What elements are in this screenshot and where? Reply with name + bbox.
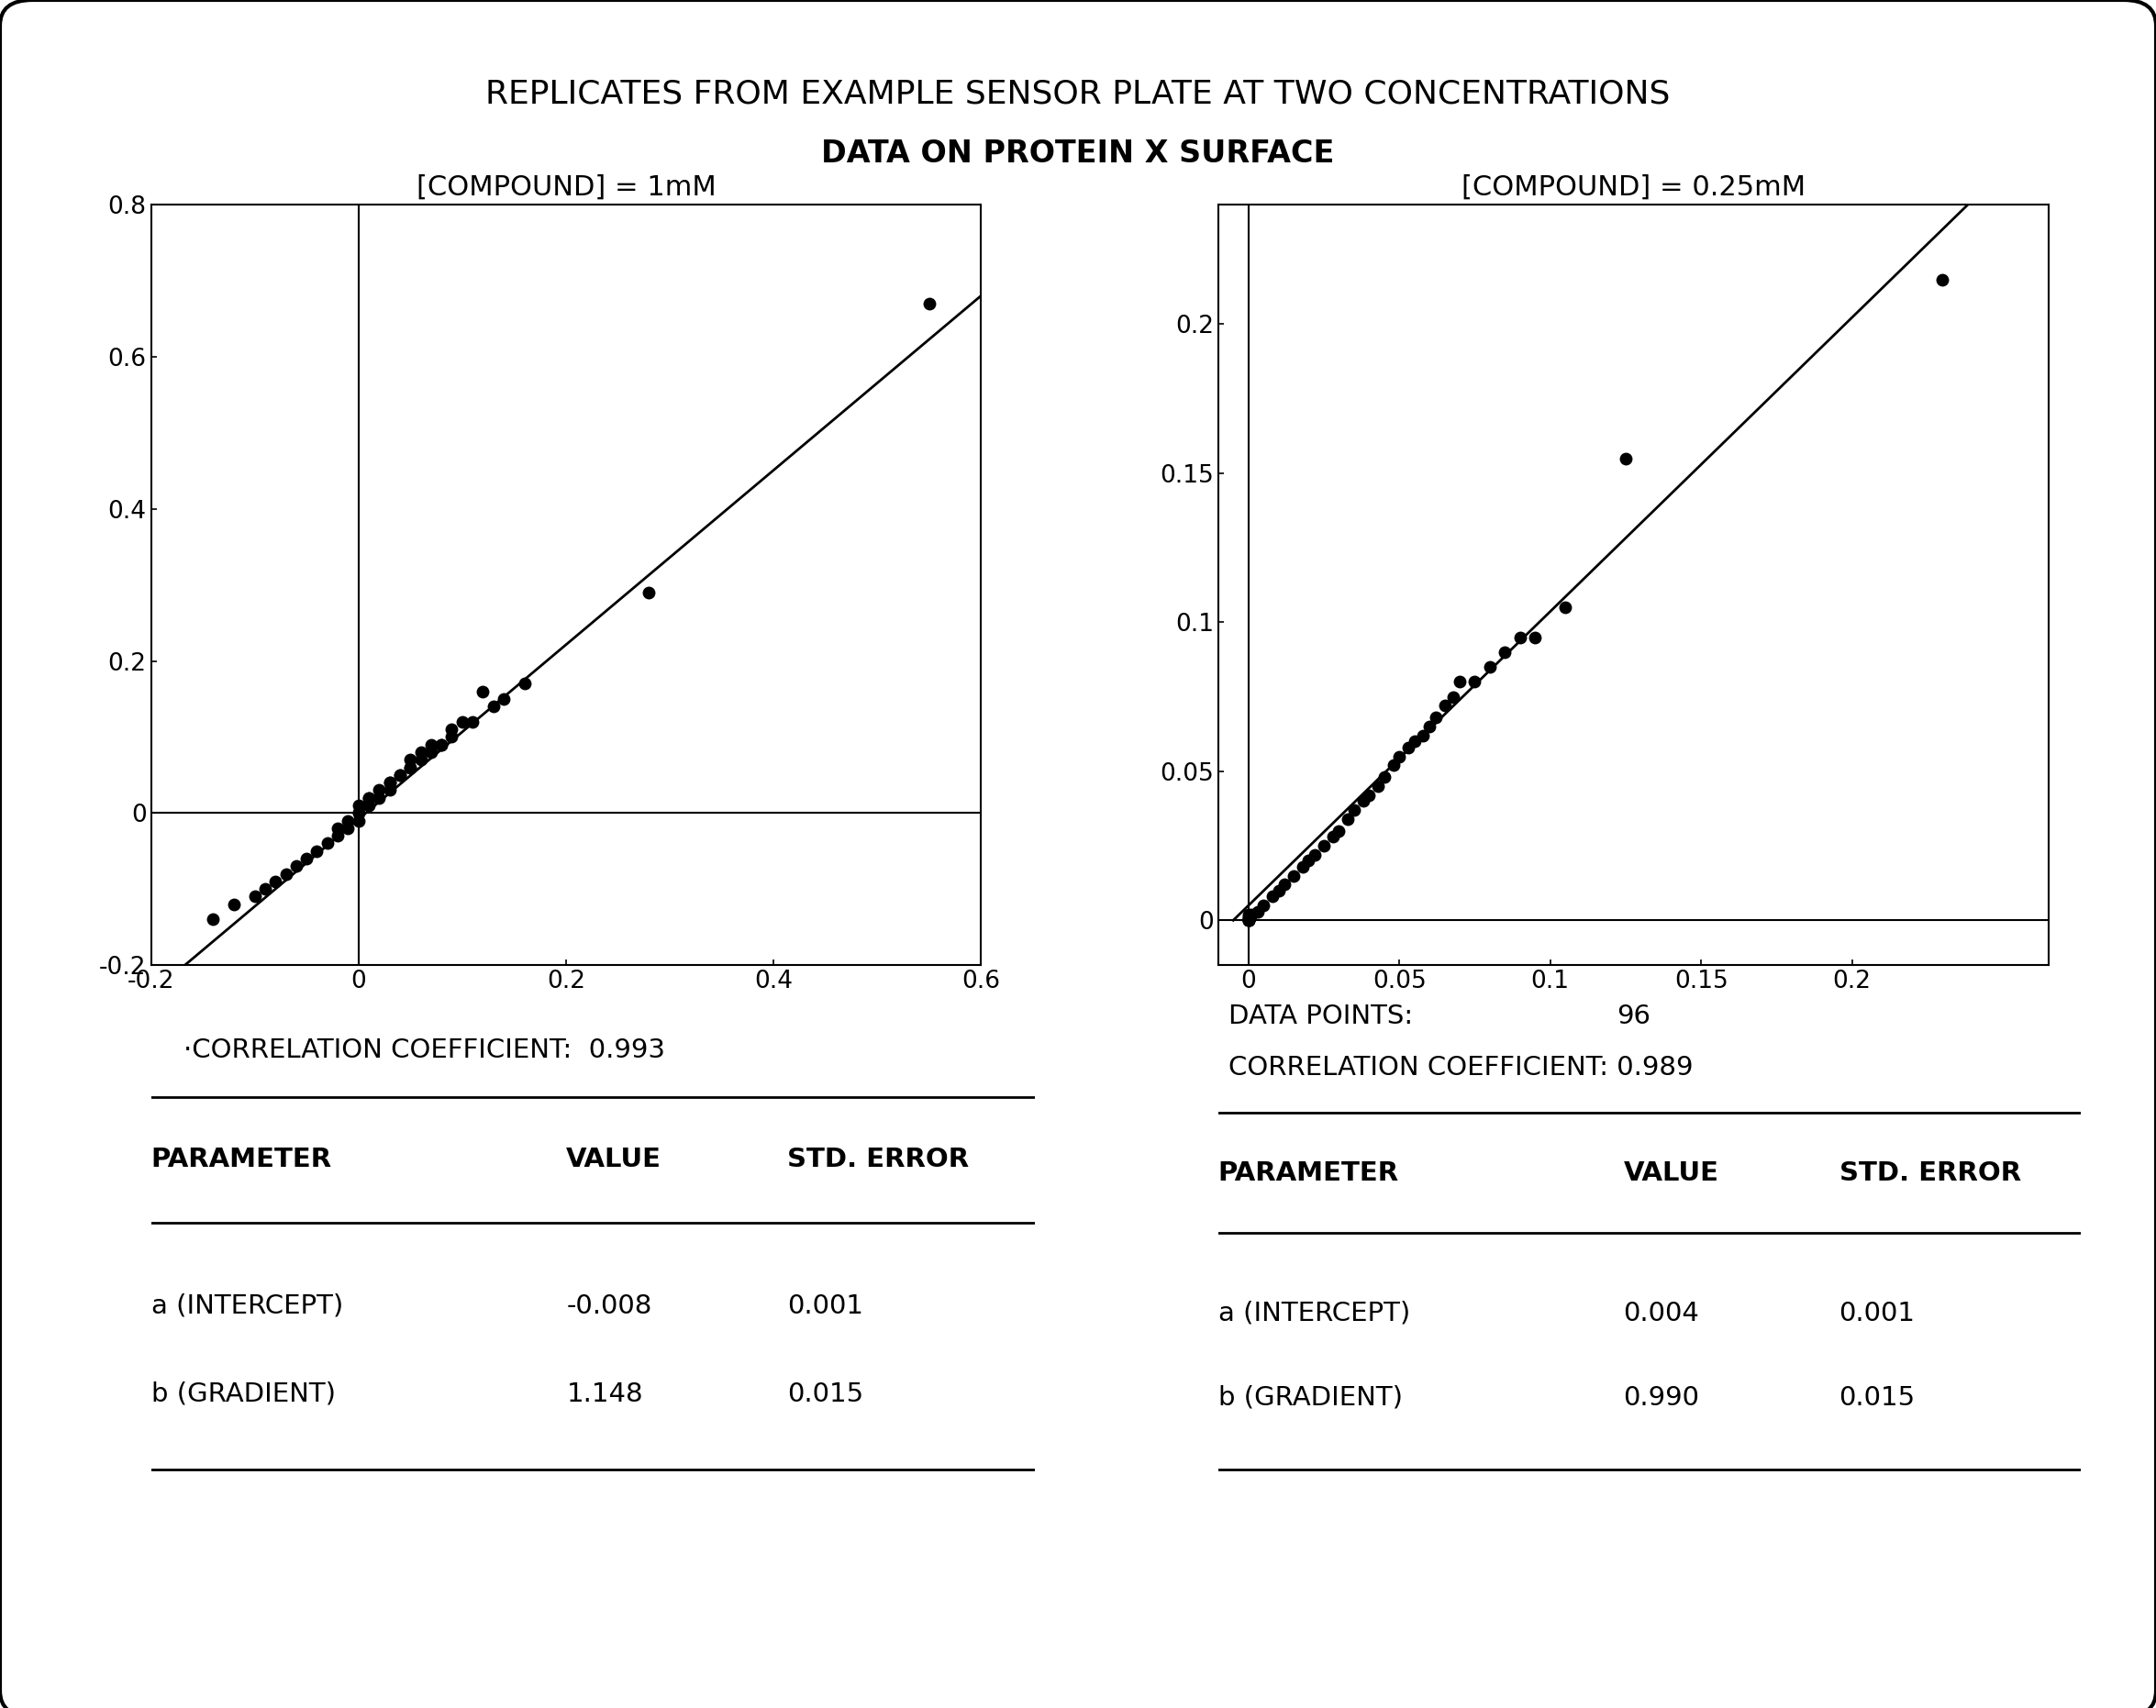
Point xyxy=(466,678,500,705)
Point xyxy=(362,777,397,804)
Text: PARAMETER: PARAMETER xyxy=(151,1146,332,1172)
Point xyxy=(1391,734,1425,762)
Point xyxy=(1231,907,1266,934)
Point xyxy=(1548,594,1583,622)
Point xyxy=(351,793,386,820)
Point xyxy=(248,874,282,902)
Point xyxy=(341,799,375,827)
Text: -0.008: -0.008 xyxy=(567,1293,651,1319)
Point xyxy=(1473,652,1507,680)
Point xyxy=(341,793,375,820)
Point xyxy=(1322,816,1356,844)
Point xyxy=(1376,752,1410,779)
Point xyxy=(507,670,541,697)
Point xyxy=(1291,847,1326,874)
Point xyxy=(425,731,459,758)
Point xyxy=(436,716,470,743)
Point xyxy=(1231,904,1266,931)
Text: b (GRADIENT): b (GRADIENT) xyxy=(151,1382,336,1407)
Text: STD. ERROR: STD. ERROR xyxy=(1839,1160,2020,1185)
Point xyxy=(1330,804,1365,832)
Point xyxy=(289,845,323,873)
Text: VALUE: VALUE xyxy=(567,1146,662,1172)
Point xyxy=(373,777,407,804)
Point xyxy=(476,693,511,721)
Title: [COMPOUND] = 0.25mM: [COMPOUND] = 0.25mM xyxy=(1462,174,1805,200)
Point xyxy=(362,784,397,811)
Text: STD. ERROR: STD. ERROR xyxy=(787,1146,970,1172)
Point xyxy=(1360,772,1395,799)
Point xyxy=(1397,728,1432,755)
Text: 0.004: 0.004 xyxy=(1623,1300,1699,1325)
Point xyxy=(455,709,489,736)
Point xyxy=(1608,444,1643,471)
Point xyxy=(373,769,407,796)
Point xyxy=(487,685,522,712)
Text: b (GRADIENT): b (GRADIENT) xyxy=(1218,1385,1404,1411)
Point xyxy=(1315,823,1350,851)
Point xyxy=(403,738,438,765)
Text: 1.148: 1.148 xyxy=(567,1382,642,1407)
Text: 0.001: 0.001 xyxy=(787,1293,865,1319)
Point xyxy=(1382,743,1416,770)
Point xyxy=(300,837,334,864)
Point xyxy=(1246,892,1281,919)
Point xyxy=(1240,898,1274,926)
Point xyxy=(278,852,313,880)
Title: [COMPOUND] = 1mM: [COMPOUND] = 1mM xyxy=(416,174,716,200)
Text: VALUE: VALUE xyxy=(1623,1160,1718,1185)
Point xyxy=(259,868,293,895)
Point xyxy=(216,890,250,917)
Point xyxy=(330,806,364,834)
Point xyxy=(310,830,345,857)
Text: 0.001: 0.001 xyxy=(1839,1300,1915,1325)
Text: a (INTERCEPT): a (INTERCEPT) xyxy=(1218,1300,1410,1325)
Text: DATA ON PROTEIN X SURFACE: DATA ON PROTEIN X SURFACE xyxy=(821,138,1335,169)
Point xyxy=(1518,623,1552,651)
Text: REPLICATES FROM EXAMPLE SENSOR PLATE AT TWO CONCENTRATIONS: REPLICATES FROM EXAMPLE SENSOR PLATE AT … xyxy=(485,79,1671,109)
Point xyxy=(196,905,231,933)
Point xyxy=(425,731,459,758)
Point xyxy=(1406,722,1440,750)
Point xyxy=(1436,683,1470,711)
Point xyxy=(1285,852,1319,880)
Point xyxy=(632,579,666,606)
Point xyxy=(237,883,272,910)
Point xyxy=(321,822,356,849)
Text: DATA POINTS:: DATA POINTS: xyxy=(1229,1003,1414,1030)
Point xyxy=(321,815,356,842)
Point xyxy=(1261,876,1296,904)
Point xyxy=(1298,840,1332,868)
Point xyxy=(270,861,304,888)
Point xyxy=(403,746,438,774)
Point xyxy=(1503,623,1537,651)
Text: CORRELATION COEFFICIENT: 0.989: CORRELATION COEFFICIENT: 0.989 xyxy=(1229,1054,1695,1081)
Point xyxy=(1442,668,1477,695)
Point xyxy=(330,815,364,842)
Point xyxy=(341,806,375,834)
Point xyxy=(414,731,448,758)
Point xyxy=(1367,763,1401,791)
Point xyxy=(414,738,448,765)
Text: 96: 96 xyxy=(1617,1003,1651,1030)
Point xyxy=(1231,907,1266,934)
Point xyxy=(1457,668,1492,695)
Point xyxy=(1276,863,1311,890)
Point xyxy=(1231,904,1266,931)
Point xyxy=(1255,883,1289,910)
Point xyxy=(392,753,427,781)
Point xyxy=(351,784,386,811)
Point xyxy=(1307,832,1341,859)
Point xyxy=(384,762,418,789)
Point xyxy=(912,290,946,318)
Text: PARAMETER: PARAMETER xyxy=(1218,1160,1399,1185)
Point xyxy=(1268,871,1302,898)
Text: 0.990: 0.990 xyxy=(1623,1385,1699,1411)
Point xyxy=(1231,907,1266,934)
Point xyxy=(341,799,375,827)
Point xyxy=(1427,692,1462,719)
Point xyxy=(1488,639,1522,666)
Text: 0.015: 0.015 xyxy=(787,1382,865,1407)
Point xyxy=(1925,266,1960,294)
